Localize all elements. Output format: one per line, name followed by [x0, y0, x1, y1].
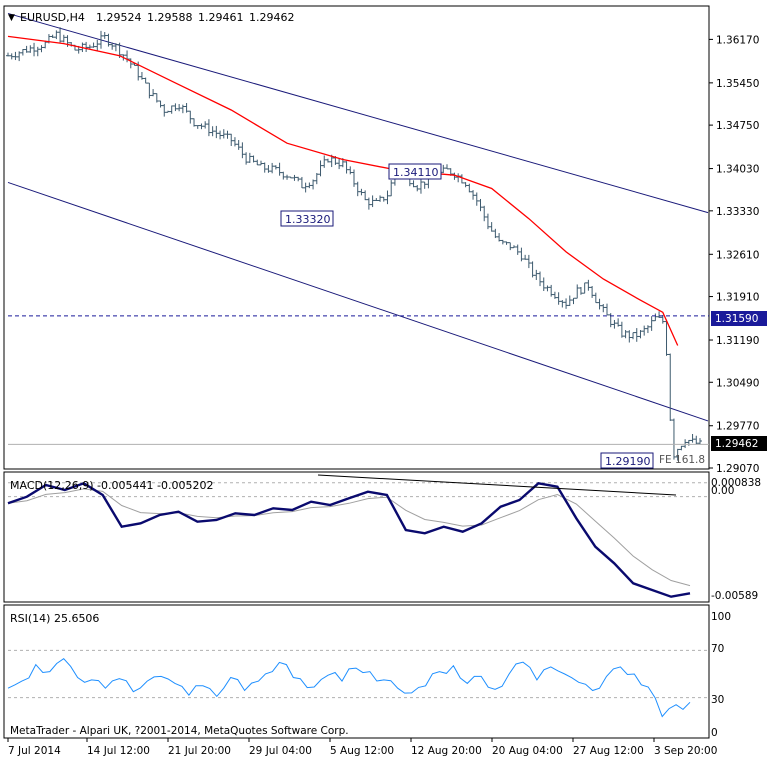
macd-trendline [317, 474, 677, 496]
macd-title: MACD(12,26,9) -0.005441 -0.005202 [10, 479, 213, 492]
time-axis-label: 14 Jul 12:00 [87, 745, 150, 757]
annotation-bottom[interactable]: 1.29190 [600, 452, 654, 469]
time-axis-label: 27 Aug 12:00 [573, 745, 644, 757]
rsi-grid [8, 649, 709, 699]
macd-axis-top: 0.000838 [711, 477, 761, 489]
price-axis-label: 1.34750 [716, 120, 759, 132]
price-axis-label: 1.33330 [716, 206, 759, 218]
price-axis-label: 1.29770 [716, 421, 759, 433]
price-axis: 1.36170 1.35450 1.34750 1.34030 1.33330 1.326… [709, 34, 759, 475]
price-axis-label: 1.30490 [716, 377, 759, 389]
rsi-axis-0: 0 [711, 727, 718, 739]
annotation-high[interactable]: 1.34110 [388, 163, 442, 180]
time-axis-label: 3 Sep 20:00 [654, 745, 717, 757]
macd-line [7, 481, 691, 598]
hline-price-tag: 1.31590 [711, 311, 767, 326]
time-axis-label: 7 Jul 2014 [8, 745, 61, 757]
price-axis-label: 1.36170 [716, 34, 759, 46]
price-axis-label: 1.34030 [716, 164, 759, 176]
close-value: 1.29462 [249, 11, 295, 24]
channel-lower-line [7, 181, 709, 422]
macd-panel-frame [3, 471, 710, 603]
channel-lines [7, 12, 709, 422]
price-series [6, 27, 702, 461]
symbol-title: EURUSD,H4 [20, 11, 85, 24]
time-axis-label: 21 Jul 20:00 [168, 745, 231, 757]
hline-price-tag-text: 1.31590 [715, 313, 758, 325]
main-panel-frame [3, 5, 710, 470]
macd-axis-zero: 0.00 [711, 485, 734, 497]
price-axis-label: 1.31190 [716, 335, 759, 347]
rsi-axis-70: 70 [711, 643, 724, 655]
fe-label: FE 161.8 [659, 454, 705, 466]
channel-upper-line [7, 12, 709, 214]
time-axis: 7 Jul 2014 14 Jul 12:00 21 Jul 20:00 29 Jul… [7, 738, 717, 757]
time-axis-label: 29 Jul 04:00 [249, 745, 312, 757]
annotation-low-text: 1.33320 [285, 213, 331, 226]
copyright-text: MetaTrader - Alpari UK, ?2001-2014, Meta… [10, 725, 349, 737]
time-axis-label: 20 Aug 04:00 [492, 745, 563, 757]
time-axis-label: 12 Aug 20:00 [411, 745, 482, 757]
price-axis-label: 1.31910 [716, 292, 759, 304]
rsi-panel-frame [3, 604, 710, 739]
high-value: 1.29588 [147, 11, 193, 24]
low-value: 1.29461 [198, 11, 244, 24]
macd-signal-line [7, 488, 691, 587]
price-axis-label: 1.29070 [716, 463, 759, 475]
annotation-bottom-text: 1.29190 [605, 455, 651, 468]
current-price-tag: 1.29462 [711, 436, 767, 451]
rsi-axis-100: 100 [711, 611, 731, 623]
annotation-high-text: 1.34110 [393, 166, 439, 179]
rsi-axis-30: 30 [711, 694, 724, 706]
open-value: 1.29524 [96, 11, 142, 24]
price-axis-label: 1.32610 [716, 249, 759, 261]
time-axis-label: 5 Aug 12:00 [330, 745, 394, 757]
current-price-tag-text: 1.29462 [715, 438, 758, 450]
moving-average-line [7, 35, 679, 346]
price-axis-label: 1.35450 [716, 78, 759, 90]
annotation-low[interactable]: 1.33320 [280, 210, 334, 227]
rsi-title: RSI(14) 25.6506 [10, 612, 99, 625]
rsi-line [7, 658, 691, 718]
chevron-down-icon[interactable]: ▼ [8, 13, 15, 23]
macd-grid [8, 482, 709, 498]
macd-axis-bottom: -0.00589 [711, 590, 758, 602]
